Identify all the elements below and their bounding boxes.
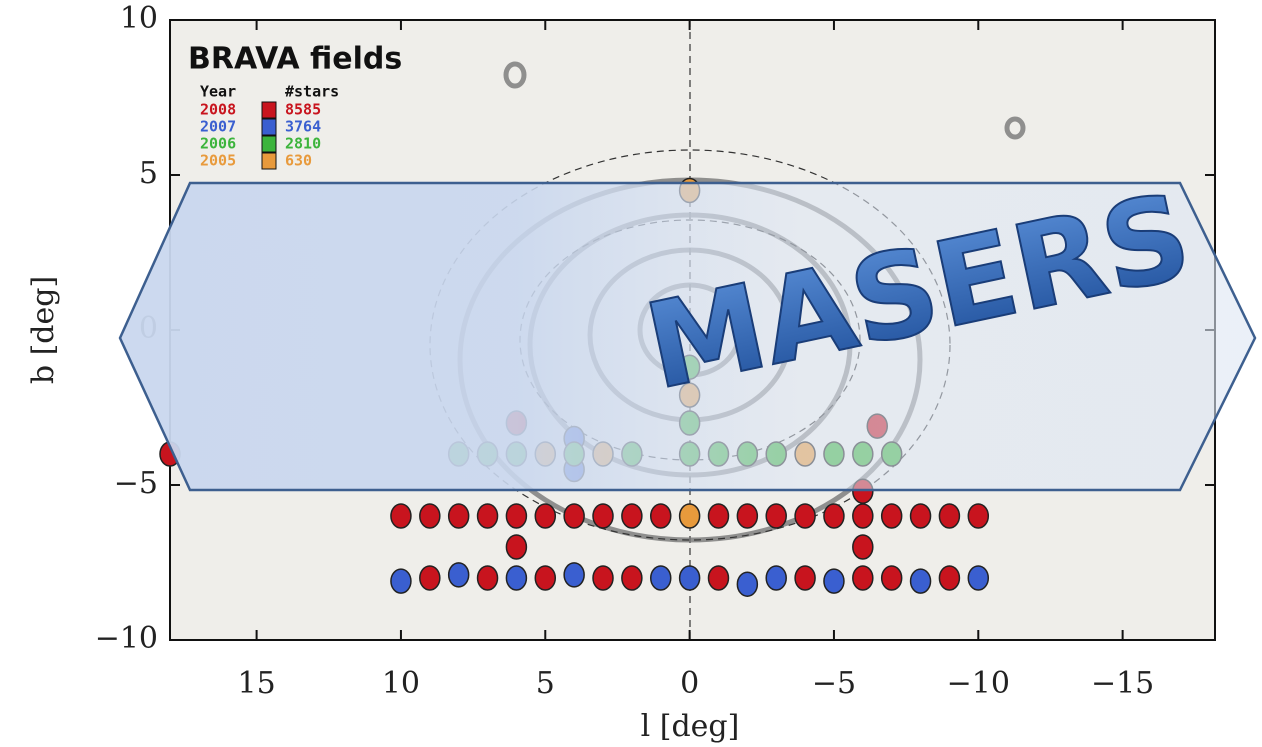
legend-year: 2008 (200, 101, 236, 119)
field-marker (563, 503, 585, 529)
y-tick-label: −10 (95, 621, 158, 656)
legend-count: 8585 (285, 101, 321, 119)
field-marker (880, 565, 903, 591)
legend-swatch (261, 118, 277, 136)
field-marker (505, 565, 528, 591)
field-marker (880, 503, 903, 529)
x-tick-label: 10 (382, 666, 420, 701)
field-marker (390, 568, 412, 594)
legend-count: 2810 (285, 135, 321, 153)
field-marker (592, 503, 614, 529)
field-marker (505, 503, 528, 529)
field-marker (621, 503, 643, 529)
field-marker (419, 503, 441, 529)
x-tick-label: 0 (680, 666, 699, 701)
field-marker (967, 503, 990, 529)
field-marker (852, 503, 874, 529)
x-tick-label: −10 (947, 666, 1010, 701)
y-axis-label: b [deg] (26, 276, 61, 384)
field-marker (505, 534, 528, 560)
field-marker (765, 503, 787, 529)
field-marker (707, 503, 730, 529)
field-marker (592, 565, 614, 591)
x-tick-label: −15 (1091, 666, 1154, 701)
x-axis-label: l [deg] (641, 709, 740, 744)
field-marker (390, 503, 412, 529)
field-marker (967, 565, 990, 591)
banner-shape (118, 181, 1257, 492)
field-marker (563, 562, 585, 588)
field-marker (852, 534, 874, 560)
field-marker (736, 503, 759, 529)
field-marker (852, 565, 874, 591)
x-tick-label: −5 (812, 666, 856, 701)
legend-year: 2006 (200, 135, 236, 153)
field-marker (534, 565, 557, 591)
legend-count: 630 (285, 152, 312, 170)
contour (1004, 116, 1026, 140)
legend-header: #stars (285, 83, 339, 101)
field-marker (938, 565, 961, 591)
field-marker (938, 503, 961, 529)
field-marker (794, 565, 816, 591)
field-marker (649, 565, 672, 591)
field-marker (909, 568, 932, 594)
field-marker (476, 565, 499, 591)
field-marker (794, 503, 816, 529)
y-tick-label: −5 (114, 466, 158, 501)
legend-swatch (261, 101, 277, 119)
field-marker (707, 565, 730, 591)
y-tick-label: 5 (139, 156, 158, 191)
legend-header: Year (200, 83, 236, 101)
legend-title: BRAVA fields (188, 42, 402, 77)
legend-swatch (261, 135, 277, 153)
field-marker (649, 503, 672, 529)
field-marker (419, 565, 441, 591)
field-marker (447, 562, 470, 588)
contour (503, 61, 527, 89)
x-tick-label: 15 (238, 666, 276, 701)
field-marker (736, 571, 759, 597)
field-marker (534, 503, 557, 529)
field-marker (823, 503, 845, 529)
field-marker (678, 503, 701, 529)
field-marker (447, 503, 470, 529)
legend-count: 3764 (285, 118, 321, 136)
field-marker (476, 503, 499, 529)
legend-swatch (261, 152, 277, 170)
field-marker (765, 565, 787, 591)
field-marker (909, 503, 932, 529)
field-marker (621, 565, 643, 591)
legend-year: 2007 (200, 118, 236, 136)
x-tick-label: 5 (536, 666, 555, 701)
field-marker (823, 568, 845, 594)
y-tick-label: 10 (120, 1, 158, 36)
legend-year: 2005 (200, 152, 236, 170)
field-marker (678, 565, 701, 591)
